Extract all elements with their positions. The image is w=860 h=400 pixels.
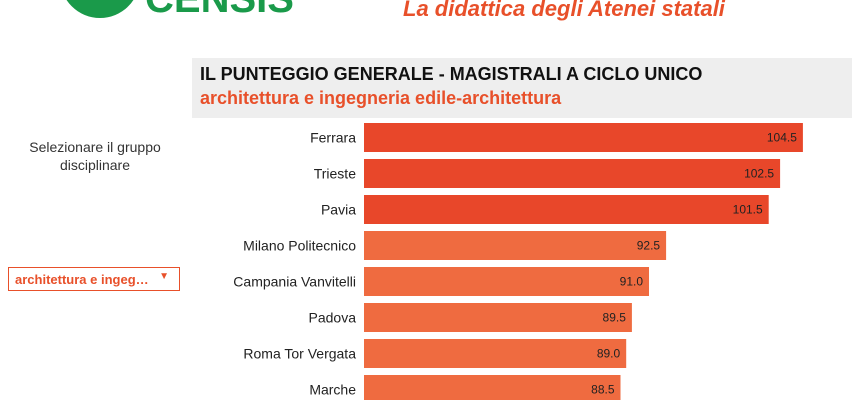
category-label: Campania Vanvitelli <box>233 274 356 290</box>
category-label: Ferrara <box>310 130 356 146</box>
value-label: 91.0 <box>620 275 644 289</box>
value-label: 101.5 <box>733 203 763 217</box>
bar-ferrara[interactable] <box>364 123 803 152</box>
bar-pavia[interactable] <box>364 195 769 224</box>
category-label: Pavia <box>321 202 356 218</box>
triangle-down-icon: ▼ <box>159 271 169 282</box>
bar-milano-politecnico[interactable] <box>364 231 667 260</box>
category-label: Roma Tor Vergata <box>243 346 356 362</box>
category-label: Milano Politecnico <box>243 238 356 254</box>
chart-title-box: IL PUNTEGGIO GENERALE - MAGISTRALI A CIC… <box>192 58 852 118</box>
bar-trieste[interactable] <box>364 159 781 188</box>
bar-campania-vanvitelli[interactable] <box>364 267 649 296</box>
category-label: Padova <box>309 310 357 326</box>
value-label: 88.5 <box>591 383 615 397</box>
category-label: Marche <box>309 382 356 398</box>
chart-subtitle: architettura e ingegneria edile-architet… <box>200 88 562 108</box>
value-label: 92.5 <box>637 239 661 253</box>
value-label: 102.5 <box>744 167 774 181</box>
logo-text: CENSIS <box>145 0 294 21</box>
value-label: 89.0 <box>597 347 621 361</box>
chart-title: IL PUNTEGGIO GENERALE - MAGISTRALI A CIC… <box>200 64 703 84</box>
header-subtitle: La didattica degli Atenei statali <box>403 0 725 21</box>
bar-padova[interactable] <box>364 303 632 332</box>
value-label: 104.5 <box>767 131 797 145</box>
logo-green-shape <box>66 0 134 18</box>
bar-marche[interactable] <box>364 375 621 400</box>
bar-roma-tor-vergata[interactable] <box>364 339 627 368</box>
dropdown-selected-value: architettura e ingeg… <box>15 272 149 287</box>
discipline-dropdown[interactable]: architettura e ingeg… ▼ <box>8 267 180 291</box>
value-label: 89.5 <box>603 311 627 325</box>
censis-logo: CENSIS <box>55 0 295 22</box>
category-label: Trieste <box>314 166 356 182</box>
filter-label: Selezionare il gruppo disciplinare <box>29 139 161 173</box>
